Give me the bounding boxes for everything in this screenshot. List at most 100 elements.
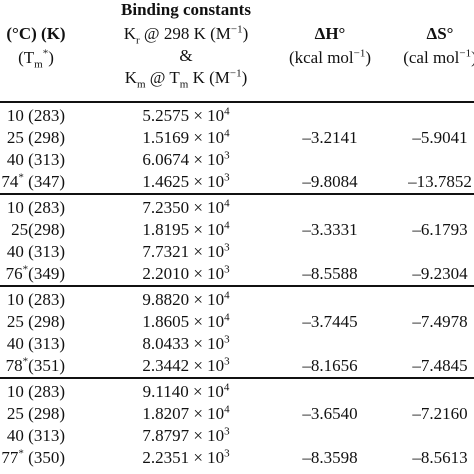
group-rule — [0, 193, 474, 195]
text-segment: –6.1793 — [412, 220, 468, 239]
text-segment: −1 — [459, 47, 472, 60]
binding-cell: 2.2010 × 103 — [142, 264, 229, 284]
text-segment: 40 (313) — [6, 242, 65, 261]
text-segment: 40 (313) — [6, 150, 65, 169]
text-segment: 1.8605 × 10 — [142, 312, 225, 331]
text-segment: 2.3442 × 10 — [142, 356, 225, 375]
temp-cell: 40 (313) — [7, 150, 65, 170]
text-segment: 7.8797 × 10 — [142, 426, 225, 445]
text-segment: 1.8195 × 10 — [142, 220, 225, 239]
text-segment: * — [22, 263, 29, 276]
temp-cell: 10 (283) — [7, 382, 65, 402]
ds-cell: –7.4978 — [412, 312, 467, 332]
text-segment: 77 — [1, 448, 19, 467]
dh-cell: –3.3331 — [302, 220, 357, 240]
binding-cell: 6.0674 × 103 — [142, 150, 229, 170]
text-segment: 3 — [224, 263, 230, 276]
text-segment: 10 (283) — [6, 198, 65, 217]
text-segment: –3.6540 — [302, 404, 358, 423]
text-segment: (kcal mol — [288, 48, 354, 67]
text-segment: –5.9041 — [412, 128, 468, 147]
text-segment: 2.2010 × 10 — [142, 264, 225, 283]
text-segment: 4 — [224, 219, 230, 232]
binding-cell: 9.1140 × 104 — [143, 382, 230, 402]
text-segment: m — [136, 78, 146, 91]
text-segment: –7.4845 — [412, 356, 468, 375]
temp-cell: 77* (350) — [1, 448, 65, 468]
text-segment: 3 — [224, 171, 230, 184]
temp-cell: 25(298) — [11, 220, 65, 240]
text-segment: −1 — [353, 47, 366, 60]
text-segment: 10 (283) — [6, 106, 65, 125]
text-segment: (350) — [23, 448, 65, 467]
dh-cell: –3.6540 — [302, 404, 357, 424]
temp-cell: 10 (283) — [7, 198, 65, 218]
temp-cell: 40 (313) — [7, 242, 65, 262]
temp-cell: 10 (283) — [7, 106, 65, 126]
text-segment: @ 298 K (M — [139, 24, 231, 43]
binding-cell: 7.7321 × 103 — [142, 242, 229, 262]
text-segment: 78 — [5, 356, 23, 375]
text-segment: 25 (298) — [6, 312, 65, 331]
text-segment: 3 — [224, 355, 230, 368]
ds-cell: –6.1793 — [412, 220, 467, 240]
binding-cell: 9.8820 × 104 — [142, 290, 229, 310]
text-segment: 7.2350 × 10 — [142, 198, 225, 217]
text-segment: ΔH° — [314, 24, 346, 43]
text-segment: (T — [18, 48, 35, 67]
text-segment: 8.0433 × 10 — [142, 334, 225, 353]
temp-cell: 25 (298) — [7, 312, 65, 332]
text-segment: (°C) (K) — [6, 24, 66, 43]
text-segment: m — [179, 78, 189, 91]
text-segment: r — [136, 34, 140, 47]
header-cell: Binding constants — [121, 0, 251, 20]
ds-cell: –7.4845 — [412, 356, 467, 376]
ds-cell: –5.9041 — [412, 128, 467, 148]
text-segment: –8.3598 — [302, 448, 358, 467]
text-segment: 25 (298) — [6, 404, 65, 423]
text-segment: 25 (298) — [6, 128, 65, 147]
text-segment: 7.7321 × 10 — [142, 242, 225, 261]
group-rule — [0, 377, 474, 379]
ds-cell: –8.5613 — [412, 448, 467, 468]
text-segment: –9.8084 — [302, 172, 358, 191]
text-segment: * — [22, 355, 29, 368]
text-segment: * — [42, 47, 49, 60]
text-segment: @ T — [145, 68, 180, 87]
binding-cell: 7.2350 × 104 — [142, 198, 229, 218]
text-segment: 3 — [224, 333, 230, 346]
text-segment: 76 — [5, 264, 23, 283]
text-segment: m — [34, 58, 43, 71]
text-segment: –8.5588 — [302, 264, 358, 283]
text-segment: (cal mol — [403, 48, 460, 67]
text-segment: 4 — [224, 289, 230, 302]
ds-cell: –7.2160 — [412, 404, 467, 424]
temp-cell: 10 (283) — [7, 290, 65, 310]
binding-cell: 1.8207 × 104 — [142, 404, 229, 424]
text-segment: 10 (283) — [6, 290, 65, 309]
header-cell: (°C) (K) — [6, 24, 65, 44]
text-segment: –3.3331 — [302, 220, 358, 239]
header-rule — [0, 101, 474, 103]
text-segment: –9.2304 — [412, 264, 468, 283]
header-cell: & — [179, 46, 192, 66]
text-segment: 10 (283) — [6, 382, 65, 401]
binding-cell: 1.4625 × 103 — [142, 172, 229, 192]
text-segment: –8.1656 — [302, 356, 358, 375]
text-segment: 4 — [224, 311, 230, 324]
text-segment: 6.0674 × 10 — [142, 150, 225, 169]
text-segment: 3 — [224, 149, 230, 162]
binding-cell: 1.8195 × 104 — [142, 220, 229, 240]
text-segment: –7.4978 — [412, 312, 468, 331]
temp-cell: 40 (313) — [7, 334, 65, 354]
header-cell: Km @ Tm K (M−1) — [125, 68, 248, 91]
text-segment: (347) — [23, 172, 65, 191]
text-segment: 1.5169 × 10 — [142, 128, 225, 147]
text-segment: ) — [48, 48, 54, 67]
text-segment: (349) — [28, 264, 65, 283]
text-segment: ) — [471, 48, 474, 67]
text-segment: –8.5613 — [412, 448, 468, 467]
binding-cell: 2.2351 × 103 — [142, 448, 229, 468]
text-segment: 4 — [223, 381, 230, 394]
text-segment: −1 — [230, 23, 243, 36]
